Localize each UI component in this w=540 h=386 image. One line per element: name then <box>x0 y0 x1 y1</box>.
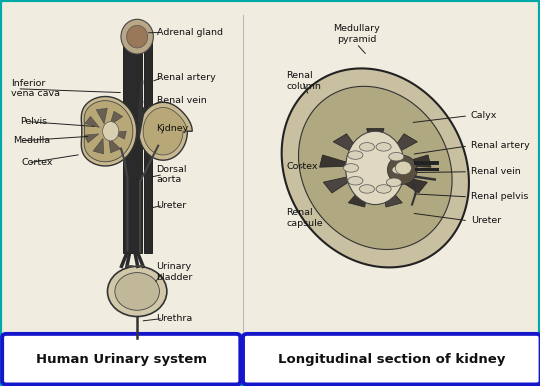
Polygon shape <box>299 86 452 249</box>
Ellipse shape <box>348 176 363 185</box>
Polygon shape <box>144 33 152 253</box>
Ellipse shape <box>115 273 159 310</box>
Polygon shape <box>110 111 123 125</box>
Ellipse shape <box>392 166 407 174</box>
Ellipse shape <box>121 19 153 54</box>
Text: Urethra: Urethra <box>157 314 193 323</box>
Polygon shape <box>386 134 417 159</box>
Ellipse shape <box>107 266 167 317</box>
Text: Urinary
bladder: Urinary bladder <box>157 262 193 282</box>
Text: Cortex: Cortex <box>22 158 53 168</box>
Polygon shape <box>367 129 384 156</box>
Text: Renal artery: Renal artery <box>157 73 215 82</box>
Polygon shape <box>348 179 370 207</box>
Polygon shape <box>82 96 137 166</box>
Polygon shape <box>323 174 361 193</box>
Ellipse shape <box>386 178 401 186</box>
Text: Renal vein: Renal vein <box>157 96 206 105</box>
Ellipse shape <box>103 122 119 141</box>
Text: Renal vein: Renal vein <box>471 167 521 176</box>
Ellipse shape <box>376 185 391 193</box>
Ellipse shape <box>343 164 359 172</box>
FancyBboxPatch shape <box>243 334 540 384</box>
Ellipse shape <box>389 152 404 161</box>
Polygon shape <box>333 134 365 159</box>
Polygon shape <box>84 134 99 143</box>
Polygon shape <box>143 108 187 155</box>
Text: Medulla: Medulla <box>14 136 51 146</box>
Polygon shape <box>112 131 126 139</box>
Text: Kidney: Kidney <box>157 124 189 133</box>
Text: Longitudinal section of kidney: Longitudinal section of kidney <box>278 353 505 366</box>
Polygon shape <box>139 102 192 160</box>
Text: Renal
column: Renal column <box>286 71 321 91</box>
Ellipse shape <box>348 151 363 159</box>
Text: Inferior
vena cava: Inferior vena cava <box>11 79 60 98</box>
Text: Ureter: Ureter <box>471 216 501 225</box>
Ellipse shape <box>395 161 411 174</box>
Text: Medullary
pyramid: Medullary pyramid <box>333 24 380 44</box>
Text: Dorsal
aorta: Dorsal aorta <box>157 165 187 184</box>
Text: Renal
capsule: Renal capsule <box>286 208 323 228</box>
Polygon shape <box>390 174 427 193</box>
Ellipse shape <box>388 155 417 184</box>
Text: Pelvis: Pelvis <box>21 117 48 126</box>
FancyBboxPatch shape <box>2 334 240 384</box>
Polygon shape <box>96 108 107 124</box>
Ellipse shape <box>346 131 405 205</box>
Ellipse shape <box>360 142 375 151</box>
Polygon shape <box>282 68 469 267</box>
Polygon shape <box>85 117 99 127</box>
Ellipse shape <box>376 142 391 151</box>
Ellipse shape <box>360 185 375 193</box>
Text: Renal artery: Renal artery <box>471 141 530 151</box>
Text: Human Urinary system: Human Urinary system <box>36 353 207 366</box>
Text: Ureter: Ureter <box>157 201 187 210</box>
Text: Cortex: Cortex <box>286 162 318 171</box>
Polygon shape <box>123 33 142 253</box>
Polygon shape <box>109 138 120 153</box>
Text: Adrenal gland: Adrenal gland <box>157 28 222 37</box>
Polygon shape <box>84 101 133 162</box>
Polygon shape <box>381 179 402 207</box>
Polygon shape <box>93 139 104 154</box>
Ellipse shape <box>126 25 148 48</box>
Text: Calyx: Calyx <box>471 111 497 120</box>
Text: Renal pelvis: Renal pelvis <box>471 192 528 201</box>
Polygon shape <box>320 155 359 167</box>
Polygon shape <box>392 155 431 167</box>
